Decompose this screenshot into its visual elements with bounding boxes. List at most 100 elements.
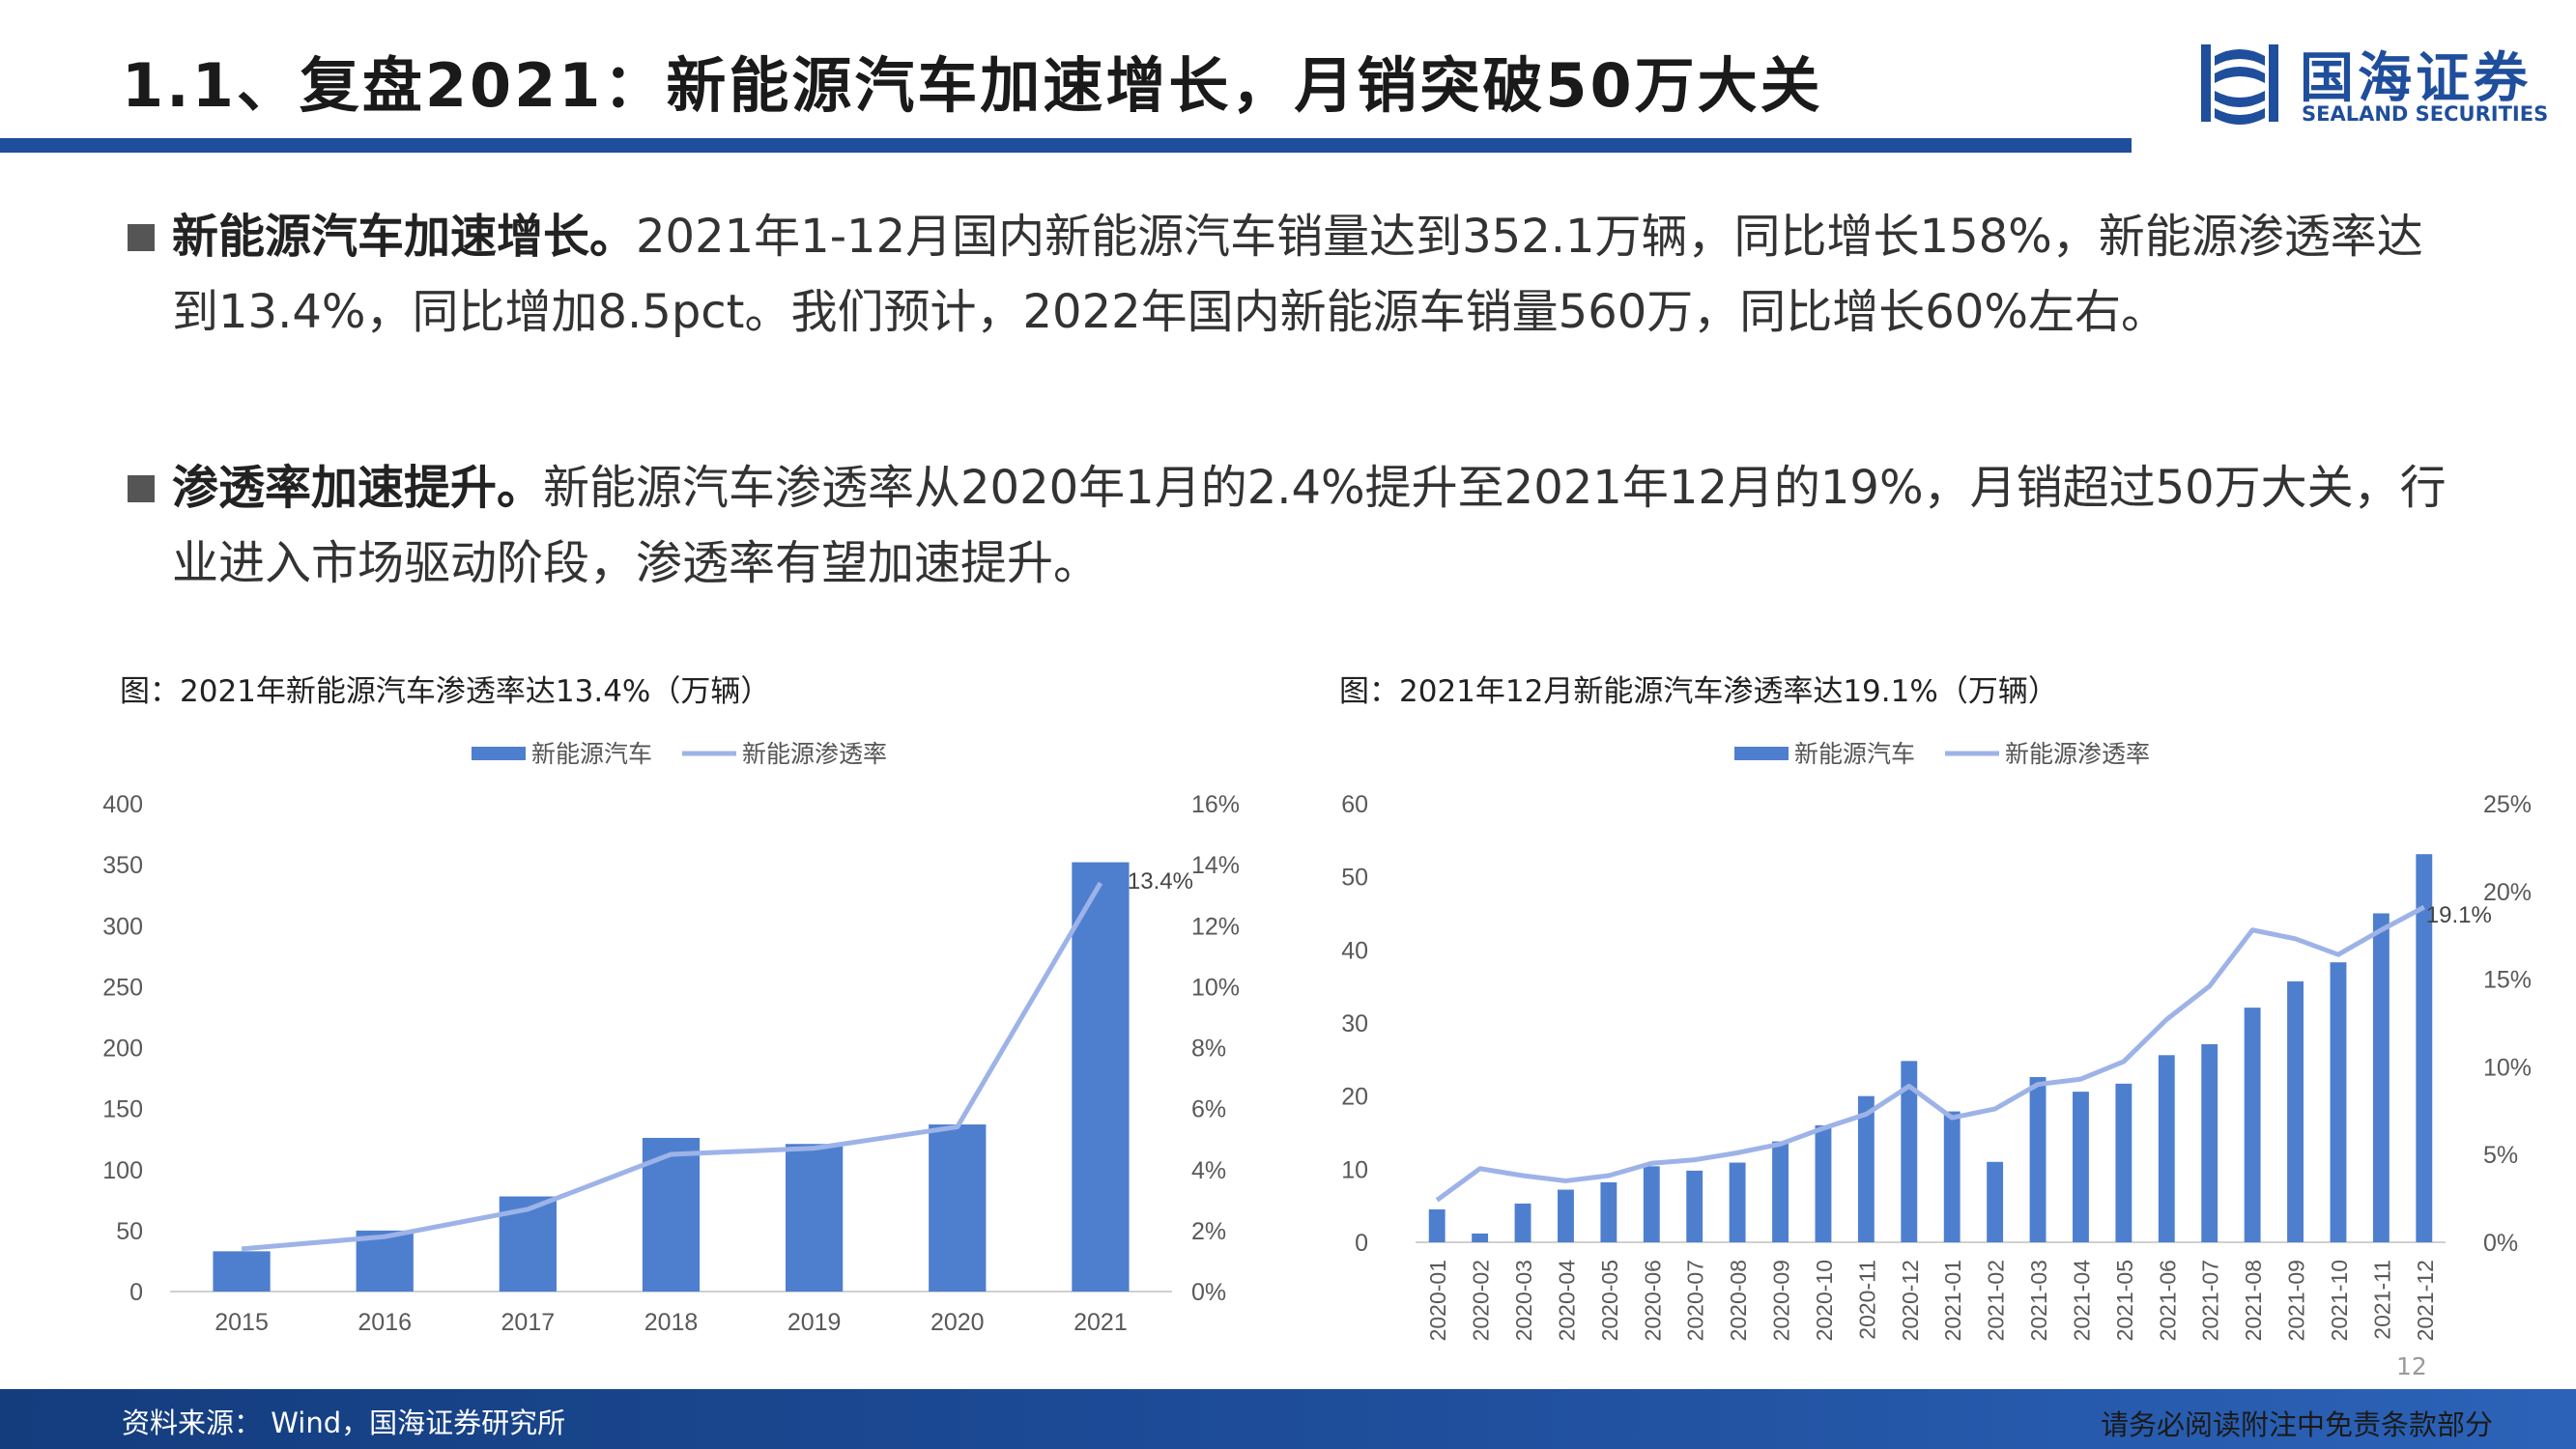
chart-bar: [1643, 1166, 1660, 1242]
y2-axis-tick-label: 12%: [1191, 913, 1240, 940]
y2-axis-tick-label: 14%: [1191, 852, 1240, 879]
legend-label-sales: 新能源汽车: [1794, 741, 1915, 768]
chart-annual-title: 图：2021年新能源汽车渗透率达13.4%（万辆）: [120, 674, 771, 709]
x-axis-tick-label: 2021-04: [2069, 1260, 2094, 1342]
x-axis-tick-label: 2021-10: [2327, 1260, 2352, 1341]
chart-bar: [1514, 1203, 1531, 1242]
x-axis-tick-label: 2020-09: [1769, 1260, 1794, 1341]
chart-bar: [1987, 1161, 2004, 1242]
data-label-last-penetration: 13.4%: [1128, 868, 1193, 895]
bullet-lead: 新能源汽车加速增长。: [172, 210, 637, 264]
y2-axis-tick-label: 2%: [1191, 1218, 1226, 1245]
x-axis-tick-label: 2020-06: [1640, 1260, 1665, 1341]
y-axis-tick-label: 100: [102, 1157, 143, 1184]
y-axis-tick-label: 150: [102, 1096, 143, 1123]
y-axis-tick-label: 300: [102, 913, 143, 940]
y2-axis-tick-label: 25%: [2483, 791, 2532, 818]
chart-bar: [929, 1124, 987, 1292]
x-axis-tick-label: 2019: [787, 1309, 842, 1336]
chart-bar: [1472, 1233, 1489, 1242]
x-axis-tick-label: 2020-08: [1726, 1260, 1751, 1341]
y-axis-tick-label: 40: [1341, 937, 1368, 964]
footer-bar: [0, 1389, 2576, 1449]
x-axis-tick-label: 2016: [358, 1309, 412, 1336]
x-axis-tick-label: 2021-01: [1940, 1260, 1965, 1341]
chart-bar: [1815, 1124, 1832, 1242]
chart-bar: [1558, 1189, 1574, 1242]
y-axis-tick-label: 350: [102, 852, 143, 879]
x-axis-tick-label: 2021-12: [2413, 1260, 2438, 1341]
chart-bar: [2029, 1076, 2046, 1242]
y-axis-tick-label: 400: [102, 791, 143, 818]
chart-bar: [1943, 1111, 1961, 1242]
x-axis-tick-label: 2020-03: [1511, 1260, 1536, 1341]
x-axis-tick-label: 2021-02: [1984, 1260, 2009, 1341]
x-axis-tick-label: 2020-11: [1854, 1260, 1879, 1340]
x-axis-tick-label: 2020-05: [1597, 1260, 1622, 1341]
y2-axis-tick-label: 4%: [1191, 1157, 1226, 1184]
y-axis-tick-label: 10: [1341, 1156, 1368, 1183]
penetration-line: [241, 881, 1103, 1252]
chart-bar: [2416, 854, 2433, 1242]
sealand-logo-icon: [2201, 44, 2278, 125]
x-axis-tick-label: 2017: [501, 1309, 556, 1336]
x-axis-tick-label: 2015: [215, 1309, 269, 1336]
chart-bar: [2244, 1008, 2261, 1242]
chart-bar: [356, 1230, 414, 1292]
y2-axis-tick-label: 10%: [1191, 974, 1240, 1001]
x-axis-tick-label: 2020-04: [1554, 1260, 1579, 1342]
x-axis-tick-label: 2020-07: [1683, 1260, 1708, 1341]
x-axis-tick-label: 2020: [930, 1309, 985, 1336]
x-axis-tick-label: 2021-05: [2112, 1260, 2137, 1341]
chart-bar: [1857, 1095, 1875, 1242]
y-axis-tick-label: 0: [1355, 1230, 1368, 1257]
bullet-body: 新能源汽车渗透率从2020年1月的2.4%提升至2021年12月的19%，月销超…: [172, 461, 2447, 590]
x-axis-tick-label: 2021-08: [2241, 1260, 2266, 1341]
chart-bar: [2158, 1055, 2175, 1242]
x-axis-tick-label: 2020-12: [1898, 1260, 1923, 1341]
y-axis-tick-label: 250: [102, 974, 143, 1001]
footer-disclaimer: 请务必阅读附注中免责条款部分: [2100, 1408, 2493, 1441]
chart-bar: [2073, 1092, 2089, 1242]
page-title: 1.1、复盘2021：新能源汽车加速增长，月销突破50万大关: [122, 50, 1823, 121]
legend-bar-swatch: [1734, 747, 1789, 760]
logo-chinese-name: 国海证券: [2300, 47, 2532, 110]
y-axis-tick-label: 30: [1341, 1010, 1368, 1037]
chart-bar: [1600, 1181, 1617, 1242]
legend-label-sales: 新能源汽车: [531, 741, 652, 768]
x-axis-tick-label: 2021-03: [2026, 1260, 2051, 1341]
legend-label-penetration: 新能源渗透率: [2005, 741, 2150, 768]
x-axis-tick-label: 2018: [644, 1309, 699, 1336]
chart-bar: [2115, 1083, 2132, 1242]
y2-axis-tick-label: 16%: [1191, 791, 1240, 818]
chart-bar: [2372, 913, 2390, 1242]
x-axis-tick-label: 2020-01: [1425, 1260, 1450, 1341]
y-axis-tick-label: 60: [1341, 791, 1368, 818]
footer-source: 资料来源： Wind，国海证券研究所: [122, 1406, 566, 1439]
bullet-penetration: 渗透率加速提升。新能源汽车渗透率从2020年1月的2.4%提升至2021年12月…: [128, 450, 2447, 601]
bullet-body: 2021年1-12月国内新能源汽车销量达到352.1万辆，同比增长158%，新能…: [172, 210, 2423, 339]
y-axis-tick-label: 20: [1341, 1084, 1368, 1111]
page-number: 12: [2396, 1352, 2427, 1380]
y2-axis-tick-label: 20%: [2483, 879, 2532, 906]
x-axis-tick-label: 2021-09: [2284, 1260, 2309, 1341]
x-axis-tick-label: 2021-06: [2155, 1260, 2180, 1341]
company-logo: 国海证券 SEALAND SECURITIES: [2201, 39, 2559, 135]
bullet-nev-growth: 新能源汽车加速增长。2021年1-12月国内新能源汽车销量达到352.1万辆，同…: [128, 199, 2447, 350]
chart-monthly-sales: 新能源汽车 新能源渗透率 0 10 20 30 40 50 60 0% 5% 10% 15% 20% 25%…: [1341, 741, 2532, 1342]
chart-bar: [1428, 1208, 1445, 1242]
penetration-line: [1435, 904, 2425, 1203]
y2-axis-tick-label: 8%: [1191, 1036, 1226, 1063]
chart-annual-sales: 新能源汽车 新能源渗透率 0 50 100 150 200 250 300 350 400 0% 2% 4…: [102, 741, 1240, 1336]
y2-axis-tick-label: 0%: [2483, 1230, 2518, 1257]
data-label-last-penetration: 19.1%: [2426, 902, 2492, 928]
y-axis-tick-label: 200: [102, 1036, 143, 1063]
chart-monthly-title: 图：2021年12月新能源汽车渗透率达19.1%（万辆）: [1339, 674, 2058, 709]
chart-bar: [1901, 1061, 1918, 1242]
x-axis-tick-label: 2020-02: [1469, 1260, 1494, 1341]
chart-bar: [1729, 1162, 1746, 1242]
chart-bar: [1686, 1170, 1703, 1242]
chart-bar: [786, 1144, 844, 1292]
bullet-square-icon: [128, 224, 155, 251]
legend-label-penetration: 新能源渗透率: [742, 741, 887, 768]
